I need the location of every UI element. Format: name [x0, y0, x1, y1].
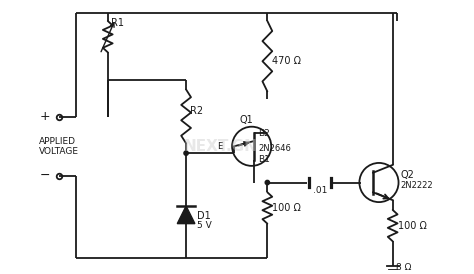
Circle shape [265, 180, 270, 185]
Text: E: E [218, 142, 223, 151]
Text: NEXT.GN: NEXT.GN [183, 139, 257, 154]
Circle shape [184, 151, 188, 155]
Polygon shape [177, 206, 195, 224]
Text: R1: R1 [111, 18, 124, 28]
Text: +: + [40, 110, 50, 123]
Text: 8 Ω: 8 Ω [396, 263, 411, 272]
Text: .01: .01 [313, 186, 328, 195]
Text: −: − [40, 169, 50, 182]
Text: 470 Ω: 470 Ω [272, 56, 301, 66]
Text: 2N2646: 2N2646 [258, 144, 292, 153]
Text: 100 Ω: 100 Ω [272, 203, 301, 213]
Text: B1: B1 [258, 155, 270, 164]
Text: B2: B2 [258, 129, 270, 138]
Text: D1: D1 [197, 211, 210, 221]
Text: APPLIED
VOLTAGE: APPLIED VOLTAGE [39, 137, 79, 156]
Text: Q2: Q2 [401, 170, 414, 180]
Text: 100 Ω: 100 Ω [398, 221, 427, 231]
Text: R2: R2 [190, 106, 203, 116]
Text: Q1: Q1 [240, 115, 254, 125]
Text: 2N2222: 2N2222 [401, 181, 433, 190]
Text: 5 V: 5 V [197, 221, 211, 230]
